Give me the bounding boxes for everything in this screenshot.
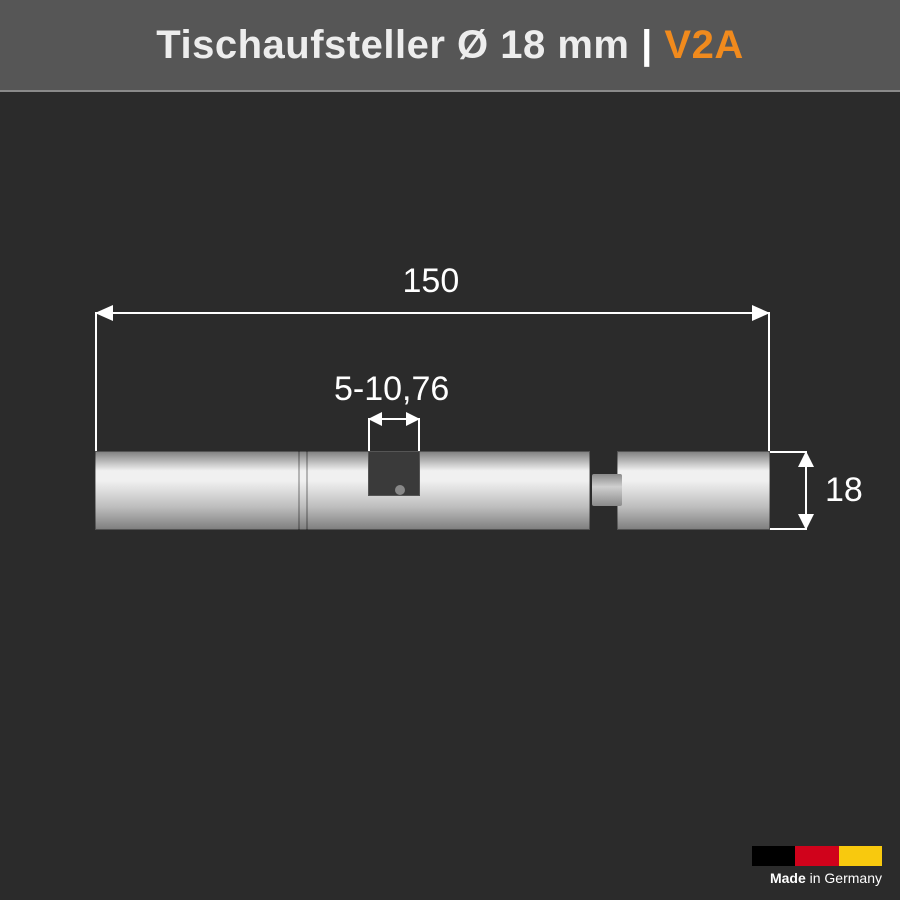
ext-line-left — [95, 312, 97, 451]
header-bar: Tischaufsteller Ø 18 mm | V2A — [0, 0, 900, 92]
made-in-label: Made in Germany — [770, 870, 882, 886]
flag-stripe-gold — [839, 846, 882, 866]
ext-line-slot-left — [368, 418, 370, 451]
dim-length-label: 150 — [403, 262, 460, 301]
ext-line-dia-bot — [770, 528, 807, 530]
title-main: Tischaufsteller Ø 18 mm — [156, 23, 629, 67]
groove-ring-2 — [306, 451, 308, 530]
cylinder-right — [617, 451, 770, 530]
dim-slot-arrow-left — [368, 412, 382, 426]
dim-diameter-label: 18 — [825, 471, 863, 510]
title-separator: | — [629, 23, 664, 67]
ext-line-slot-right — [418, 418, 420, 451]
grub-screw — [395, 485, 405, 495]
made-bold: Made — [770, 870, 806, 886]
flag-stripe-black — [752, 846, 795, 866]
dim-length-arrow-left — [95, 305, 113, 321]
groove-ring-1 — [298, 451, 300, 530]
made-small: in — [806, 870, 825, 886]
footer: Made in Germany — [752, 846, 882, 886]
dim-length-line — [95, 312, 770, 314]
flag-germany — [752, 846, 882, 866]
ext-line-dia-top — [770, 451, 807, 453]
cylinder-left — [95, 451, 590, 530]
clamp-slot — [368, 451, 420, 496]
title-accent: V2A — [664, 23, 743, 67]
stage: Tischaufsteller Ø 18 mm | V2A 150 5-10,7… — [0, 0, 900, 900]
dim-slot-label: 5-10,76 — [334, 370, 449, 409]
flag-stripe-red — [795, 846, 838, 866]
spindle — [592, 474, 622, 506]
ext-line-right — [768, 312, 770, 451]
page-title: Tischaufsteller Ø 18 mm | V2A — [156, 23, 743, 68]
made-country: Germany — [824, 870, 882, 886]
dim-diameter-arrow-top — [798, 451, 814, 467]
